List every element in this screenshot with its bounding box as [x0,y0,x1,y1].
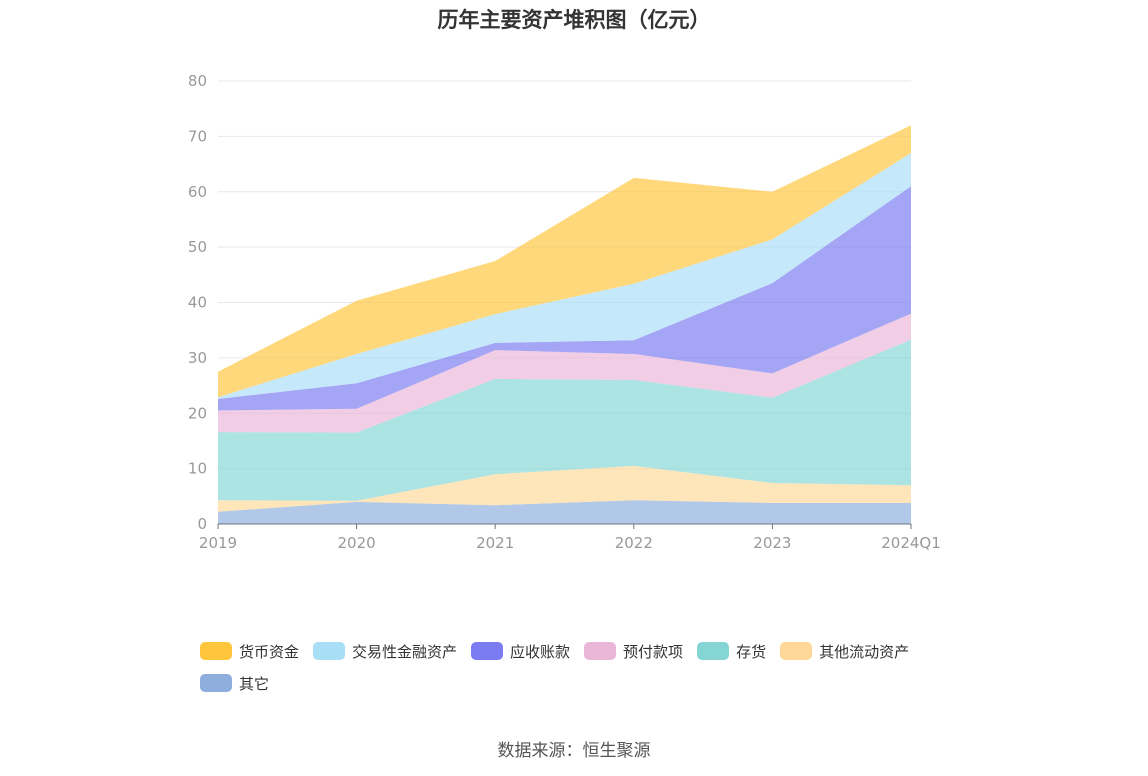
x-tick-label: 2022 [615,534,653,552]
y-tick-label: 20 [188,404,207,422]
legend-item[interactable]: 货币资金 [200,638,299,664]
legend-swatch [780,642,813,660]
legend-item[interactable]: 预付款项 [584,638,683,664]
legend: 货币资金 交易性金融资产 应收账款 预付款项 存货 其他流动资产其它 [200,638,980,702]
legend-label: 预付款项 [623,642,684,661]
data-source-note: 数据来源：恒生聚源 [497,741,651,761]
stacked-area-chart: 0 10 20 30 40 50 60 70 80 2019 2020 2021 2022 2023 202… [188,72,941,552]
y-tick-label: 40 [188,294,207,312]
area-应收账款 [218,186,911,411]
area-交易性金融资产 [218,153,911,399]
legend-item[interactable]: 存货 [697,638,766,664]
legend-swatch [313,642,346,660]
y-tick-label: 10 [188,460,207,478]
area-series [218,125,911,524]
legend-item[interactable]: 交易性金融资产 [313,638,457,664]
legend-item[interactable]: 其他流动资产 [780,638,909,664]
x-tick-label: 2020 [338,534,376,552]
legend-label: 其它 [239,674,270,693]
area-预付款项 [218,313,911,433]
legend-swatch [584,642,617,660]
area-存货 [218,339,911,501]
legend-label: 货币资金 [239,642,300,661]
x-tick-label: 2019 [199,534,237,552]
axes: 0 10 20 30 40 50 60 70 80 2019 2020 2021 2022 2023 202… [188,72,941,552]
x-tick-label: 2021 [476,534,514,552]
chart-title: 历年主要资产堆积图（亿元） [437,8,711,32]
area-其他流动资产 [218,465,911,512]
area-货币资金 [218,125,911,398]
legend-label: 其他流动资产 [819,642,910,661]
y-tick-label: 60 [188,183,207,201]
legend-swatch [200,642,232,660]
legend-swatch [200,674,232,692]
x-tick-label: 2024Q1 [881,534,941,552]
y-tick-label: 80 [188,72,207,90]
legend-label: 交易性金融资产 [352,642,458,661]
legend-item[interactable]: 其它 [200,670,269,696]
area-其它 [218,500,911,524]
legend-swatch [697,642,730,660]
x-tick-label: 2023 [753,534,791,552]
legend-label: 存货 [736,642,767,661]
y-tick-label: 30 [188,349,207,367]
legend-label: 应收账款 [510,642,571,661]
legend-item[interactable]: 应收账款 [471,638,570,664]
y-tick-label: 0 [197,515,207,533]
legend-swatch [471,642,504,660]
y-tick-label: 50 [188,238,207,256]
y-tick-label: 70 [188,127,207,145]
